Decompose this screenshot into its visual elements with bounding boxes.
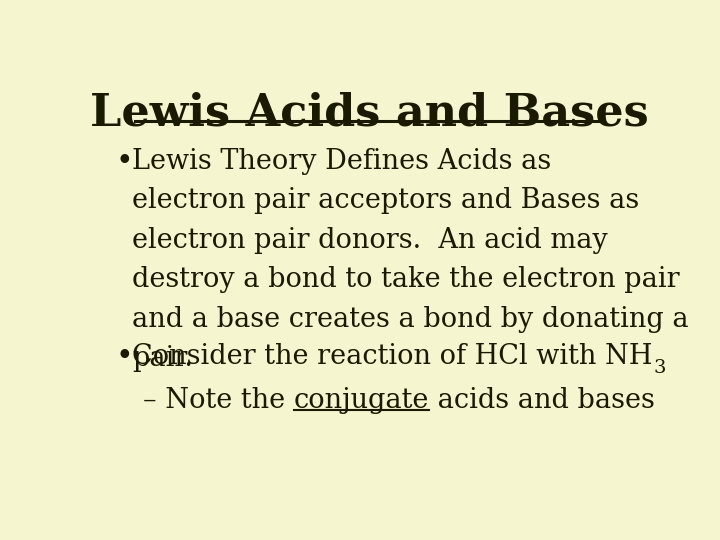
Text: Lewis Acids and Bases: Lewis Acids and Bases (89, 92, 649, 135)
Text: acids and bases: acids and bases (429, 387, 655, 414)
Text: conjugate: conjugate (294, 387, 429, 414)
Text: 3: 3 (654, 359, 666, 377)
Text: and a base creates a bond by donating a: and a base creates a bond by donating a (132, 306, 688, 333)
Text: pair.: pair. (132, 346, 193, 373)
Text: •: • (115, 343, 132, 372)
Text: electron pair acceptors and Bases as: electron pair acceptors and Bases as (132, 187, 639, 214)
Text: Consider the reaction of HCl with NH: Consider the reaction of HCl with NH (132, 343, 652, 370)
Text: Lewis Theory Defines Acids as: Lewis Theory Defines Acids as (132, 148, 551, 175)
Text: destroy a bond to take the electron pair: destroy a bond to take the electron pair (132, 266, 680, 293)
Text: – Note the: – Note the (143, 387, 294, 414)
Text: •: • (115, 148, 132, 176)
Text: electron pair donors.  An acid may: electron pair donors. An acid may (132, 227, 608, 254)
